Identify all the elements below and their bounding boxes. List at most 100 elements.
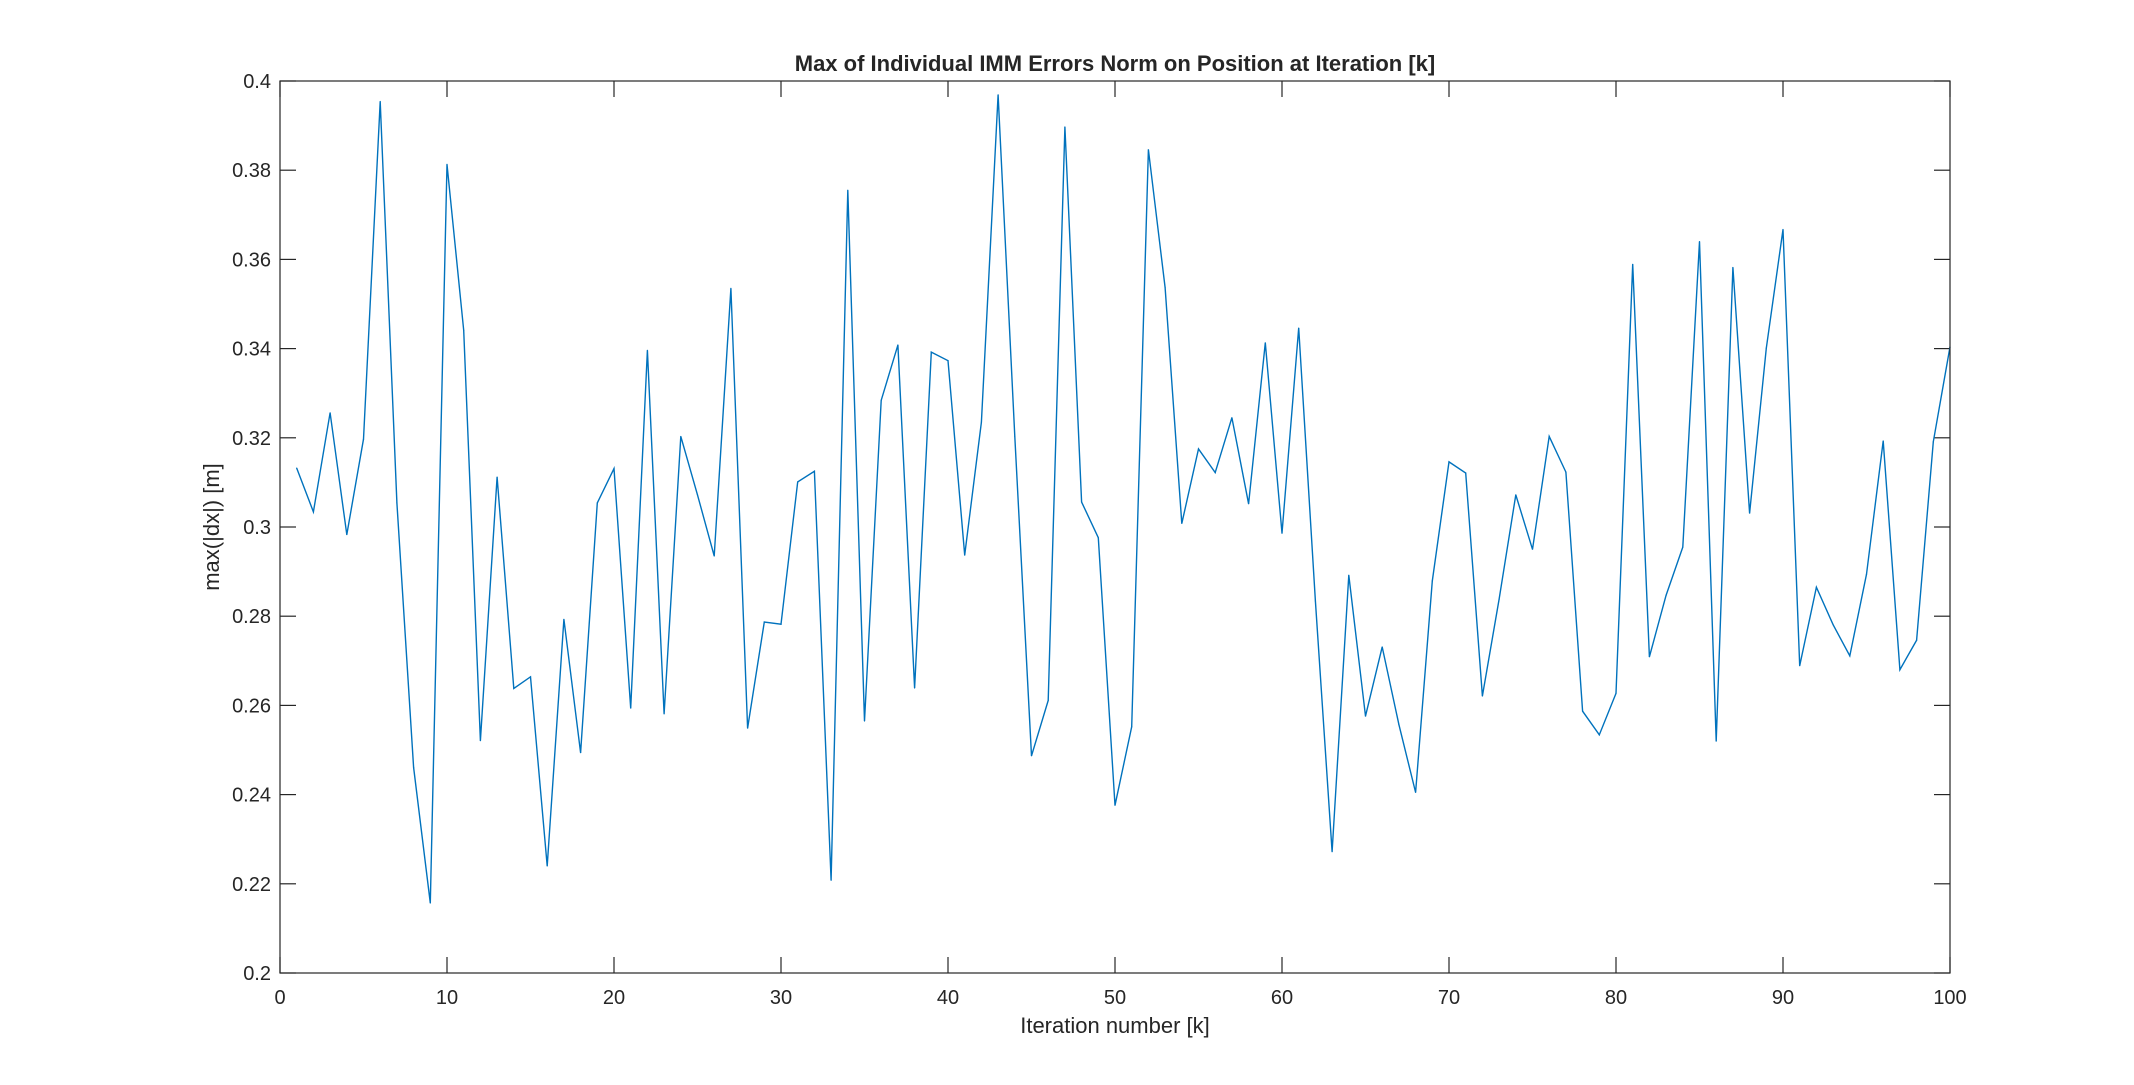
- data-point: [546, 865, 548, 867]
- data-point: [329, 412, 331, 414]
- x-axis-label: Iteration number [k]: [1020, 1013, 1210, 1038]
- data-point: [463, 329, 465, 331]
- data-point: [797, 481, 799, 483]
- chart-title: Max of Individual IMM Errors Norm on Pos…: [795, 51, 1436, 76]
- y-tick-label: 0.24: [232, 785, 271, 807]
- x-tick-label: 40: [937, 987, 959, 1009]
- data-point: [1916, 639, 1918, 641]
- x-tick-label: 0: [274, 987, 285, 1009]
- plot-frame: [279, 80, 1951, 974]
- data-point: [1498, 598, 1500, 600]
- data-point: [1248, 503, 1250, 505]
- data-point: [930, 351, 932, 353]
- data-point: [1047, 699, 1049, 702]
- x-tick-labels: 0 10 20 30 40 50 60 70 80 90 100: [274, 987, 1966, 1009]
- x-tick-label: 20: [603, 987, 625, 1009]
- data-point: [1865, 573, 1868, 575]
- data-point: [1081, 501, 1083, 503]
- y-tick-label: 0.3: [243, 517, 271, 539]
- data-point: [396, 502, 398, 504]
- data-point: [1632, 263, 1634, 265]
- data-point: [513, 687, 515, 690]
- data-point: [1682, 546, 1684, 548]
- data-point: [1548, 435, 1550, 438]
- data-point: [1097, 537, 1099, 539]
- data-point: [479, 740, 481, 742]
- data-point: [1465, 472, 1467, 474]
- data-point: [1698, 240, 1701, 243]
- y-tick-label: 0.34: [232, 339, 271, 361]
- data-point: [1782, 228, 1784, 231]
- y-tick-label: 0.2: [243, 963, 271, 985]
- y-tick-label: 0.26: [232, 695, 271, 717]
- data-point: [1030, 755, 1033, 757]
- data-point: [730, 287, 732, 289]
- data-point: [1815, 586, 1817, 588]
- data-point: [763, 621, 765, 623]
- data-point: [1749, 512, 1751, 514]
- data-point: [312, 511, 314, 513]
- y-tick-labels: 0.2 0.22 0.24 0.26 0.28 0.3 0.32 0.34 0.36 0.38 0.…: [232, 71, 271, 985]
- data-point: [1264, 342, 1266, 344]
- data-point: [529, 676, 532, 678]
- data-point: [646, 349, 649, 351]
- data-point: [413, 766, 415, 768]
- data-point: [346, 533, 348, 536]
- data-point: [1231, 417, 1233, 419]
- plot-background: [280, 81, 1950, 973]
- data-point: [362, 438, 365, 440]
- data-point: [1381, 646, 1383, 648]
- data-point: [1014, 435, 1016, 438]
- data-point: [863, 720, 866, 722]
- data-point: [880, 399, 882, 401]
- data-point: [1565, 471, 1567, 473]
- y-axis-label: max(|dx|) [m]: [199, 463, 224, 591]
- y-tick-label: 0.22: [232, 874, 271, 896]
- data-point: [964, 554, 966, 556]
- x-tick-label: 100: [1933, 987, 1966, 1009]
- data-point: [1799, 665, 1801, 667]
- data-point: [1515, 494, 1517, 496]
- data-point: [429, 902, 431, 904]
- x-tick-label: 60: [1271, 987, 1293, 1009]
- series-layer: [296, 94, 1951, 904]
- data-point: [563, 618, 565, 620]
- data-point: [1431, 580, 1433, 582]
- data-point: [914, 687, 916, 689]
- data-point: [1214, 471, 1216, 474]
- x-tick-label: 30: [770, 987, 792, 1009]
- data-point: [713, 555, 715, 557]
- data-point: [1415, 791, 1417, 793]
- data-point: [1197, 448, 1200, 450]
- data-point: [1114, 804, 1116, 806]
- data-point: [446, 163, 448, 166]
- data-point: [1164, 286, 1166, 289]
- data-point: [1331, 851, 1333, 853]
- data-point: [1899, 669, 1901, 671]
- data-point: [1298, 327, 1300, 329]
- data-point: [1932, 441, 1934, 443]
- x-tick-label: 50: [1104, 987, 1126, 1009]
- series-line: [296, 94, 1951, 904]
- data-point: [1147, 149, 1149, 151]
- data-point: [947, 360, 949, 362]
- x-tick-label: 80: [1605, 987, 1627, 1009]
- data-point: [1615, 692, 1617, 694]
- data-point: [1598, 734, 1600, 736]
- data-point: [596, 502, 598, 504]
- data-point: [980, 421, 983, 423]
- data-point: [897, 344, 899, 346]
- data-point: [1765, 347, 1767, 349]
- data-point: [1715, 740, 1717, 742]
- data-point: [1181, 522, 1183, 525]
- data-point: [296, 467, 298, 469]
- data-point: [1648, 656, 1650, 658]
- data-point: [1281, 532, 1283, 534]
- data-point: [613, 467, 615, 470]
- data-point: [696, 494, 699, 496]
- data-point: [847, 189, 849, 191]
- data-point: [1531, 548, 1534, 550]
- data-point: [630, 707, 632, 709]
